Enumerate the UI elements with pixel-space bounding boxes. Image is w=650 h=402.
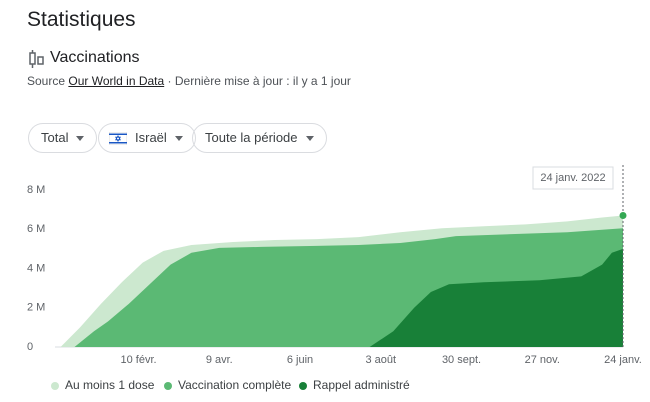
legend-label: Au moins 1 dose (65, 378, 155, 392)
x-tick-label: 27 nov. (525, 354, 560, 366)
updated: · Dernière mise à jour : il y a 1 jour (167, 74, 351, 88)
icon (29, 50, 44, 68)
filter-label: Israël (135, 130, 167, 145)
legend-label: Rappel administré (313, 378, 410, 392)
source-line: Source Our World in Data · Dernière mise… (27, 74, 351, 88)
legend-swatch (51, 382, 59, 390)
legend-label: Vaccination complète (178, 378, 292, 392)
title: Statistiques (27, 8, 136, 31)
x-tick-label: 10 févr. (120, 354, 156, 366)
section-title: Vaccinations (50, 49, 140, 66)
source-prefix: Source (27, 74, 66, 88)
source-link[interactable]: Our World in Data (68, 74, 165, 88)
x-tick-label: 30 sept. (442, 354, 481, 366)
hover-dot (619, 212, 627, 220)
legend-swatch (299, 382, 307, 390)
y-tick-label: 6 M (27, 223, 45, 235)
legend-swatch (164, 382, 172, 390)
flag (109, 132, 127, 145)
tooltip: 24 janv. 2022 (540, 172, 605, 184)
y-tick-label: 2 M (27, 302, 45, 314)
y-tick-label: 4 M (27, 262, 45, 274)
filter-chip[interactable]: Toute la période (192, 123, 327, 153)
x-tick-label: 6 juin (287, 354, 313, 366)
x-tick-label: 24 janv. (604, 354, 642, 366)
y-tick-label: 8 M (27, 184, 45, 196)
x-tick-label: 9 avr. (206, 354, 233, 366)
area (369, 248, 623, 347)
y-tick-label: 0 (27, 341, 33, 353)
filter-chip[interactable]: Total (28, 123, 98, 153)
x-tick-label: 3 août (365, 354, 396, 366)
tooltip-box (532, 166, 614, 190)
